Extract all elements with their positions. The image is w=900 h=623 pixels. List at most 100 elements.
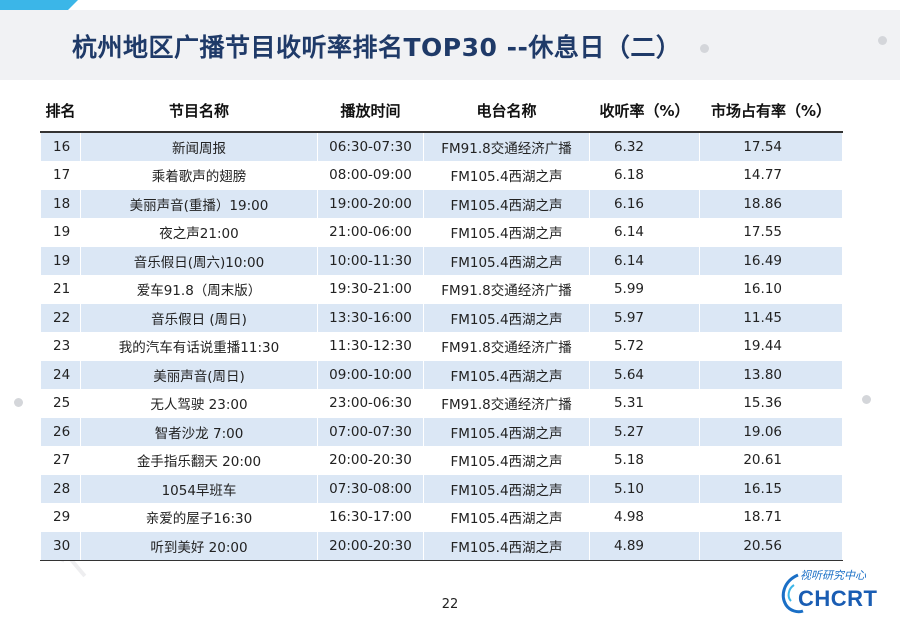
table-cell: 16 <box>40 131 81 162</box>
table-cell: 美丽声音(重播）19:00 <box>80 189 318 219</box>
table-cell: FM105.4西湖之声 <box>423 445 590 475</box>
table-cell: FM91.8交通经济广播 <box>423 131 590 162</box>
table-cell: 22 <box>40 303 81 333</box>
table-cell: 20:00-20:30 <box>317 445 424 475</box>
column-header: 节目名称 <box>80 89 318 133</box>
table-cell: FM105.4西湖之声 <box>423 160 590 190</box>
table-cell: FM105.4西湖之声 <box>423 189 590 219</box>
table-cell: 夜之声21:00 <box>80 217 318 247</box>
page-number: 22 <box>441 597 459 612</box>
table-cell: 6.14 <box>589 217 700 247</box>
table-cell: 29 <box>40 502 81 532</box>
table-cell: 16.15 <box>699 474 843 504</box>
table-cell: FM91.8交通经济广播 <box>423 331 590 361</box>
table-cell: FM91.8交通经济广播 <box>423 388 590 418</box>
table-cell: FM105.4西湖之声 <box>423 502 590 532</box>
table-cell: 20.61 <box>699 445 843 475</box>
table-cell: 6.14 <box>589 246 700 276</box>
table-cell: 爱车91.8（周末版） <box>80 274 318 304</box>
table-cell: 25 <box>40 388 81 418</box>
logo-script: 视听研究中心 <box>800 569 866 582</box>
table-cell: 5.64 <box>589 360 700 390</box>
table-cell: 18 <box>40 189 81 219</box>
table-cell: 19:30-21:00 <box>317 274 424 304</box>
table-row: 22 音乐假日 (周日) 13:30-16:00 FM105.4西湖之声 5.97 11.… <box>40 303 843 333</box>
decor-dot <box>700 44 709 53</box>
table-cell: 19 <box>40 246 81 276</box>
table-cell: FM105.4西湖之声 <box>423 474 590 504</box>
table-cell: 19.44 <box>699 331 843 361</box>
table-cell: 18.86 <box>699 189 843 219</box>
logo-swoosh-icon <box>781 573 804 614</box>
table-cell: 4.89 <box>589 531 700 561</box>
hcrt-logo: 视听研究中心 CHCRT <box>776 567 894 619</box>
table-cell: 5.72 <box>589 331 700 361</box>
table-cell: 27 <box>40 445 81 475</box>
table-cell: FM91.8交通经济广播 <box>423 274 590 304</box>
table-row: 18 美丽声音(重播）19:00 19:00-20:00 FM105.4西湖之声 6.1… <box>40 189 843 219</box>
table-cell: 13:30-16:00 <box>317 303 424 333</box>
table-cell: 17.54 <box>699 131 843 162</box>
table-cell: 17 <box>40 160 81 190</box>
table-cell: 06:30-07:30 <box>317 131 424 162</box>
table-cell: 金手指乐翻天 20:00 <box>80 445 318 475</box>
table-cell: 09:00-10:00 <box>317 360 424 390</box>
table-row: 28 1054早班车 07:30-08:00 FM105.4西湖之声 5.10 16.15 <box>40 474 843 504</box>
table-cell: 5.27 <box>589 417 700 447</box>
table-cell: 14.77 <box>699 160 843 190</box>
table-row: 26 智者沙龙 7:00 07:00-07:30 FM105.4西湖之声 5.27 19.… <box>40 417 843 447</box>
table-cell: 07:30-08:00 <box>317 474 424 504</box>
table-cell: 听到美好 20:00 <box>80 531 318 561</box>
table-cell: 4.98 <box>589 502 700 532</box>
column-header: 播放时间 <box>317 89 424 133</box>
table-cell: 24 <box>40 360 81 390</box>
table-cell: FM105.4西湖之声 <box>423 360 590 390</box>
table-cell: 28 <box>40 474 81 504</box>
table-cell: 1054早班车 <box>80 474 318 504</box>
table-cell: 23 <box>40 331 81 361</box>
table-cell: 6.32 <box>589 131 700 162</box>
decor-dot <box>862 395 871 404</box>
table-cell: 23:00-06:30 <box>317 388 424 418</box>
table-cell: 5.99 <box>589 274 700 304</box>
table-cell: 5.18 <box>589 445 700 475</box>
column-header: 排名 <box>40 89 81 133</box>
column-header: 市场占有率（%） <box>699 89 843 133</box>
table-cell: 08:00-09:00 <box>317 160 424 190</box>
table-cell: 15.36 <box>699 388 843 418</box>
table-cell: 16:30-17:00 <box>317 502 424 532</box>
table-cell: 5.10 <box>589 474 700 504</box>
table-cell: 乘着歌声的翅膀 <box>80 160 318 190</box>
table-cell: 11:30-12:30 <box>317 331 424 361</box>
table-cell: 26 <box>40 417 81 447</box>
table-cell: 21:00-06:00 <box>317 217 424 247</box>
table-row: 29 亲爱的屋子16:30 16:30-17:00 FM105.4西湖之声 4.98 18… <box>40 502 843 532</box>
table-row: 25 无人驾驶 23:00 23:00-06:30 FM91.8交通经济广播 5.31 1… <box>40 388 843 418</box>
decor-dot <box>878 36 887 45</box>
table-cell: 6.18 <box>589 160 700 190</box>
table-row: 17 乘着歌声的翅膀 08:00-09:00 FM105.4西湖之声 6.18 14.77 <box>40 160 843 190</box>
table-cell: 音乐假日(周六)10:00 <box>80 246 318 276</box>
table-cell: 音乐假日 (周日) <box>80 303 318 333</box>
column-header: 电台名称 <box>423 89 590 133</box>
table-cell: 20:00-20:30 <box>317 531 424 561</box>
table-cell: FM105.4西湖之声 <box>423 246 590 276</box>
table-cell: 美丽声音(周日) <box>80 360 318 390</box>
table-row: 24 美丽声音(周日) 09:00-10:00 FM105.4西湖之声 5.64 13.8… <box>40 360 843 390</box>
table-row: 30 听到美好 20:00 20:00-20:30 FM105.4西湖之声 4.89 20… <box>40 531 843 561</box>
table-cell: 亲爱的屋子16:30 <box>80 502 318 532</box>
column-header: 收听率（%） <box>589 89 700 133</box>
ranking-table: 排名 节目名称 播放时间 电台名称 收听率（%） 市场占有率（%） 16 新闻周报… <box>40 89 843 561</box>
table-cell: 19 <box>40 217 81 247</box>
table-cell: 19.06 <box>699 417 843 447</box>
table-row: 19 音乐假日(周六)10:00 10:00-11:30 FM105.4西湖之声 6.1… <box>40 246 843 276</box>
table-cell: 30 <box>40 531 81 561</box>
table-cell: FM105.4西湖之声 <box>423 303 590 333</box>
table-row: 21 爱车91.8（周末版） 19:30-21:00 FM91.8交通经济广播 5.99… <box>40 274 843 304</box>
table-body: 16 新闻周报 06:30-07:30 FM91.8交通经济广播 6.32 17.54 17… <box>40 131 843 561</box>
table-cell: 17.55 <box>699 217 843 247</box>
table-cell: 6.16 <box>589 189 700 219</box>
table-cell: FM105.4西湖之声 <box>423 531 590 561</box>
table-cell: 5.31 <box>589 388 700 418</box>
table-cell: 10:00-11:30 <box>317 246 424 276</box>
